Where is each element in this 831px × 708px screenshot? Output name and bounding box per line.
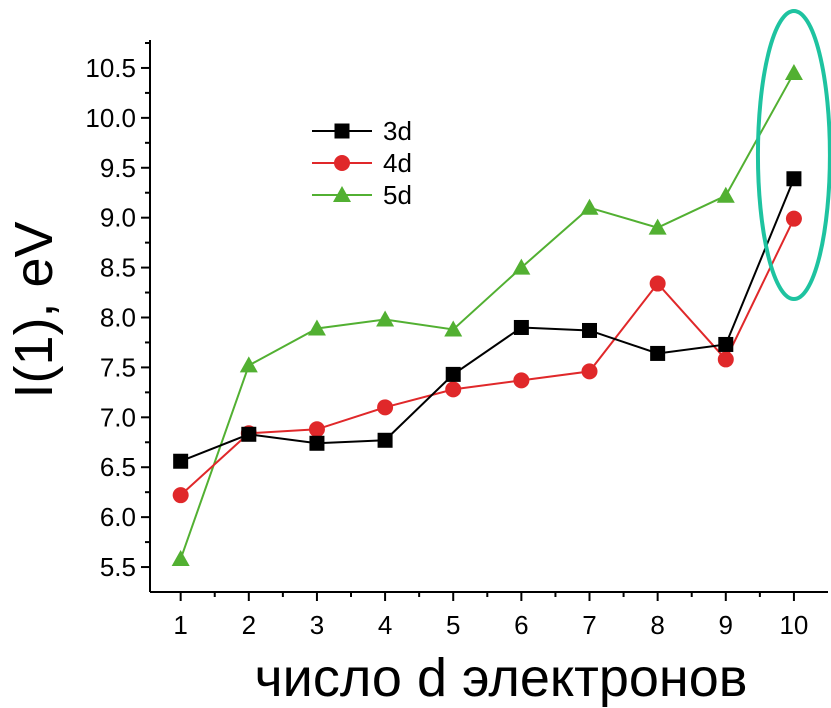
y-tick-label: 6.5	[100, 452, 136, 482]
y-tick-label: 8.0	[100, 302, 136, 332]
series-5d	[171, 63, 803, 567]
series-layer	[171, 63, 803, 567]
legend-label: 3d	[383, 116, 412, 146]
data-point-5d	[307, 319, 326, 336]
data-point-5d	[580, 198, 599, 215]
y-tick-label: 6.0	[100, 502, 136, 532]
x-axis-title: число d электронов	[255, 648, 748, 708]
x-tick-label: 1	[173, 610, 187, 640]
data-point-4d	[172, 487, 189, 504]
series-4d	[172, 210, 802, 504]
data-point-5d	[239, 356, 258, 373]
y-tick-label: 7.0	[100, 402, 136, 432]
x-tick-label: 10	[779, 610, 808, 640]
legend-marker	[334, 155, 350, 171]
data-point-3d	[513, 319, 529, 335]
highlight-ellipse	[755, 9, 831, 301]
x-tick-label: 9	[719, 610, 733, 640]
y-tick-label: 7.5	[100, 352, 136, 382]
data-point-3d	[718, 336, 734, 352]
legend-label: 5d	[383, 180, 412, 210]
y-tick-label: 8.5	[100, 253, 136, 283]
series-line-5d	[179, 72, 795, 560]
data-point-3d	[377, 432, 393, 448]
data-point-3d	[786, 171, 802, 187]
y-axis-ticks: 5.5 6.0 6.5 7.0 7.5 8.0 8.5 9.0 9.5 10.0 10.5	[85, 41, 150, 582]
legend-item-5d: 5d	[312, 180, 412, 210]
x-tick-label: 8	[650, 610, 664, 640]
y-tick-label: 10.5	[85, 53, 136, 83]
data-point-4d	[581, 363, 598, 380]
data-point-3d	[582, 322, 598, 338]
legend-item-3d: 3d	[312, 116, 412, 146]
legend-item-4d: 4d	[312, 148, 412, 178]
x-tick-label: 4	[378, 610, 392, 640]
annotation-layer	[755, 9, 831, 301]
data-point-5d	[171, 550, 190, 567]
data-point-5d	[716, 186, 735, 203]
y-tick-label: 10.0	[85, 103, 136, 133]
y-tick-label: 5.5	[100, 552, 136, 582]
series-line-3d	[180, 178, 795, 463]
legend-marker	[333, 186, 351, 202]
data-point-3d	[650, 345, 666, 361]
data-point-4d	[513, 372, 530, 389]
data-point-4d	[649, 275, 666, 292]
y-tick-label: 9.0	[100, 203, 136, 233]
data-point-4d	[308, 421, 325, 438]
data-point-4d	[717, 351, 734, 368]
data-point-5d	[376, 310, 395, 327]
data-point-3d	[173, 453, 189, 469]
axes	[149, 40, 828, 593]
y-axis-title: I(1), eV	[4, 221, 64, 398]
data-point-5d	[784, 63, 803, 80]
data-point-5d	[648, 218, 667, 235]
data-point-4d	[445, 381, 462, 398]
data-point-5d	[512, 258, 531, 275]
x-tick-label: 6	[514, 610, 528, 640]
series-line-4d	[179, 218, 795, 496]
legend-marker	[334, 123, 350, 139]
data-point-4d	[377, 399, 394, 416]
series-3d	[173, 171, 802, 469]
data-point-3d	[241, 426, 257, 442]
y-tick-label: 9.5	[100, 153, 136, 183]
x-tick-label: 5	[446, 610, 460, 640]
data-point-3d	[445, 366, 461, 382]
data-point-5d	[444, 320, 463, 337]
data-point-3d	[309, 435, 325, 451]
legend-label: 4d	[383, 148, 412, 178]
data-point-4d	[785, 210, 802, 227]
x-axis-ticks: 1 2 3 4 5 6 7 8 9 10	[173, 592, 808, 640]
x-tick-label: 3	[310, 610, 324, 640]
x-tick-label: 2	[242, 610, 256, 640]
x-tick-label: 7	[582, 610, 596, 640]
